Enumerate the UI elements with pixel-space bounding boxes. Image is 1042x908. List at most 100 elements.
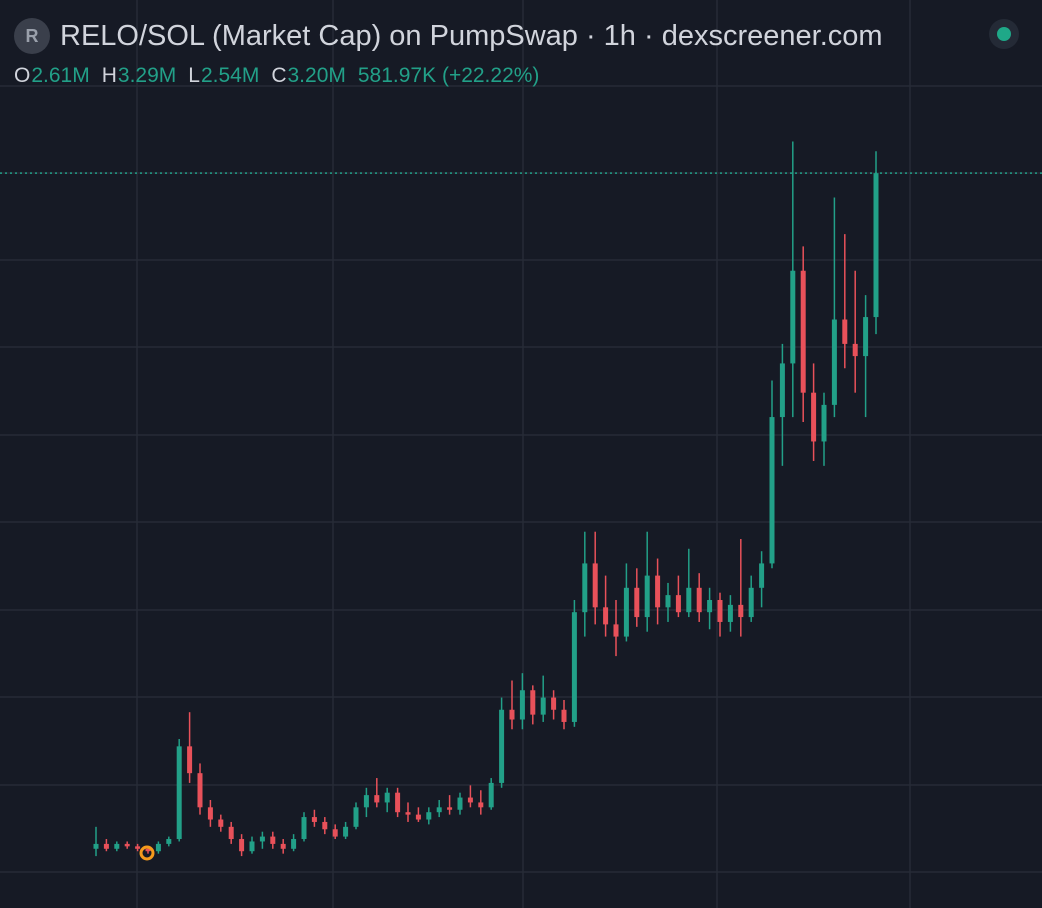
ohlc-label: L [188, 64, 200, 87]
candle-body [509, 709, 515, 720]
ohlc-value: 2.61M [31, 64, 90, 87]
candle-body [176, 746, 182, 840]
candle-body [738, 604, 744, 618]
candle-body [551, 697, 557, 710]
chart-title: RELO/SOL (Market Cap) on PumpSwap · 1h ·… [60, 19, 883, 52]
candle-body [436, 807, 442, 813]
candle-body [800, 270, 806, 393]
ohlc-legend: O2.61M H3.29M L2.54M C3.20M 581.97K (+22.22%… [14, 64, 883, 88]
candle-body [239, 839, 245, 852]
candle-body [467, 797, 473, 803]
candle-body [155, 843, 161, 852]
candle-body [187, 746, 193, 774]
candle-body [655, 575, 661, 608]
candle-body [696, 587, 702, 613]
ohlc-item: H3.29M [102, 64, 177, 88]
candle-body [249, 841, 255, 852]
candle-body [218, 819, 224, 827]
candle-body [207, 807, 213, 820]
live-indicator [989, 19, 1019, 49]
price-change: 581.97K (+22.22%) [357, 64, 540, 87]
token-logo: R [14, 18, 50, 54]
candles [93, 141, 879, 857]
candle-body [103, 843, 109, 849]
candle-body [311, 817, 317, 822]
candle-body [228, 826, 234, 840]
candle-body [644, 575, 650, 618]
candle-body [332, 829, 338, 837]
candle-body [405, 812, 411, 815]
candle-body [686, 587, 692, 613]
candle-body [831, 319, 837, 405]
ohlc-item: L2.54M [188, 64, 259, 88]
candle-body [759, 563, 765, 588]
candle-body [842, 319, 848, 344]
candle-body [707, 600, 713, 613]
candle-body [457, 797, 463, 810]
candle-body [530, 690, 536, 715]
candle-body [748, 587, 754, 618]
candle-body [623, 587, 629, 637]
ohlc-label: O [14, 64, 31, 87]
ohlc-label: H [101, 64, 117, 87]
title-row: R RELO/SOL (Market Cap) on PumpSwap · 1h… [14, 14, 883, 58]
candle-body [769, 417, 775, 564]
candle-body [197, 773, 203, 808]
ohlc-value: 3.29M [117, 64, 177, 87]
ohlc-item: C3.20M [271, 64, 346, 88]
candle-body [613, 624, 619, 637]
candle-body [790, 270, 796, 364]
candle-body [665, 595, 671, 608]
candle-body [280, 843, 286, 849]
event-marker [139, 845, 155, 861]
candle-body [343, 826, 349, 837]
ohlc-item: O2.61M [14, 64, 90, 88]
header: R RELO/SOL (Market Cap) on PumpSwap · 1h… [14, 14, 883, 88]
candle-body [592, 563, 598, 608]
candle-body [779, 363, 785, 418]
candle-body [571, 612, 577, 722]
candle-body [124, 843, 130, 847]
candle-body [259, 836, 265, 842]
candle-body [270, 836, 276, 844]
candle-body [93, 843, 99, 849]
candle-body [499, 709, 505, 783]
candle-body [811, 392, 817, 442]
candle-body [561, 709, 567, 722]
candle-body [727, 604, 733, 622]
ohlc-value: 3.20M [287, 64, 346, 87]
candle-body [301, 817, 307, 840]
candle-body [322, 821, 328, 830]
candle-body [135, 846, 141, 849]
candle-body [291, 839, 297, 849]
candle-body [166, 839, 172, 844]
candle-body [145, 848, 151, 852]
candle-body [821, 404, 827, 442]
candle-body [415, 814, 421, 820]
candle-body [114, 843, 120, 849]
candle-body [603, 607, 609, 625]
candle-body [426, 812, 432, 820]
candle-body [374, 795, 380, 803]
candle-body [384, 792, 390, 803]
candle-body [363, 795, 369, 808]
candle-body [478, 802, 484, 808]
candle-body [519, 690, 525, 720]
candle-body [852, 343, 858, 357]
candle-body [863, 317, 869, 357]
candle-body [634, 587, 640, 618]
candle-body [447, 807, 453, 810]
ohlc-label: C [271, 64, 287, 87]
candle-body [873, 173, 879, 318]
candle-body [353, 807, 359, 827]
candle-body [582, 563, 588, 613]
candle-body [540, 697, 546, 715]
candle-body [717, 600, 723, 622]
candle-body [675, 595, 681, 613]
ohlc-value: 2.54M [200, 64, 260, 87]
candle-body [488, 782, 494, 808]
candle-body [395, 792, 401, 813]
